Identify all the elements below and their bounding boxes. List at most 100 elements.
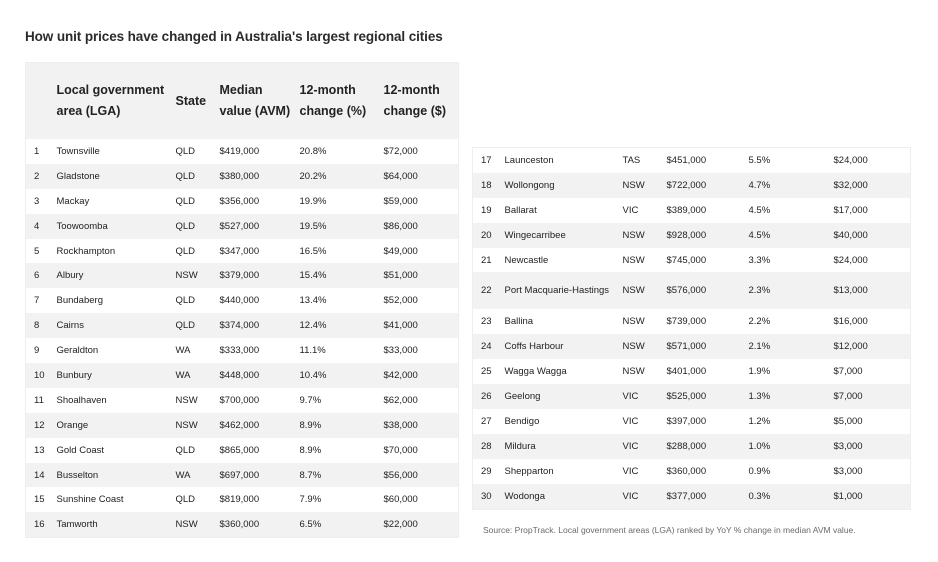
change-dollars-cell: $5,000	[825, 409, 911, 434]
change-dollars-cell: $60,000	[375, 487, 459, 513]
table-row: 5 Rockhampton QLD $347,000 16.5% $49,000	[25, 238, 459, 264]
median-value-cell: $389,000	[658, 197, 741, 223]
median-value-cell: $448,000	[211, 363, 292, 388]
change-pct-cell: 3.3%	[740, 247, 826, 273]
rankings-table-left: Local government area (LGA) State Median…	[25, 62, 459, 539]
change-pct-cell: 8.9%	[291, 437, 376, 463]
header-change-dollars: 12-month change ($)	[375, 62, 459, 139]
change-pct-cell: 20.2%	[291, 163, 376, 189]
state-cell: QLD	[167, 213, 212, 239]
change-pct-cell: 19.5%	[291, 213, 376, 239]
state-cell: QLD	[167, 238, 212, 264]
table-row: 1 Townsville QLD $419,000 20.8% $72,000	[25, 139, 459, 164]
change-pct-cell: 4.5%	[740, 222, 826, 248]
rank-cell: 6	[25, 263, 49, 289]
table-row: 8 Cairns QLD $374,000 12.4% $41,000	[25, 313, 459, 339]
median-value-cell: $401,000	[658, 359, 741, 385]
rank-cell: 2	[25, 163, 49, 189]
state-cell: QLD	[167, 288, 212, 314]
rank-cell: 11	[25, 387, 49, 413]
table-row: 16 Tamworth NSW $360,000 6.5% $22,000	[25, 512, 459, 538]
median-value-cell: $462,000	[211, 412, 292, 438]
state-cell: QLD	[167, 437, 212, 463]
lga-cell: Newcastle	[496, 247, 615, 273]
change-pct-cell: 1.9%	[740, 359, 826, 385]
change-dollars-cell: $16,000	[825, 309, 911, 335]
change-dollars-cell: $41,000	[375, 313, 459, 339]
lga-cell: Albury	[48, 263, 168, 289]
lga-cell: Geraldton	[48, 338, 168, 364]
rank-cell: 5	[25, 238, 49, 264]
lga-cell: Wingecarribee	[496, 222, 615, 248]
table-row: 30 Wodonga VIC $377,000 0.3% $1,000	[472, 483, 911, 510]
table-row: 18 Wollongong NSW $722,000 4.7% $32,000	[472, 172, 911, 198]
lga-cell: Geelong	[496, 384, 615, 410]
change-dollars-cell: $40,000	[825, 222, 911, 248]
change-dollars-cell: $1,000	[825, 483, 911, 510]
change-pct-cell: 9.7%	[291, 387, 376, 413]
table-row: 28 Mildura VIC $288,000 1.0% $3,000	[472, 433, 911, 459]
lga-cell: Cairns	[48, 313, 168, 339]
rank-cell: 18	[472, 172, 497, 198]
rank-cell: 10	[25, 363, 49, 388]
change-dollars-cell: $51,000	[375, 263, 459, 289]
rank-cell: 24	[472, 334, 497, 360]
table-row: 29 Shepparton VIC $360,000 0.9% $3,000	[472, 458, 911, 484]
change-dollars-cell: $13,000	[825, 272, 911, 310]
rank-cell: 22	[472, 272, 497, 310]
rank-cell: 20	[472, 222, 497, 248]
change-pct-cell: 6.5%	[291, 512, 376, 538]
rank-cell: 7	[25, 288, 49, 314]
change-pct-cell: 13.4%	[291, 288, 376, 314]
table-row: 15 Sunshine Coast QLD $819,000 7.9% $60,000	[25, 487, 459, 513]
state-cell: WA	[167, 338, 212, 364]
state-cell: QLD	[167, 487, 212, 513]
state-cell: NSW	[614, 334, 659, 360]
rank-cell: 13	[25, 437, 49, 463]
state-cell: NSW	[614, 247, 659, 273]
change-dollars-cell: $72,000	[375, 139, 459, 164]
rank-cell: 21	[472, 247, 497, 273]
median-value-cell: $700,000	[211, 387, 292, 413]
lga-cell: Orange	[48, 412, 168, 438]
table-header-row: Local government area (LGA) State Median…	[25, 62, 459, 139]
rank-cell: 26	[472, 384, 497, 410]
median-value-cell: $819,000	[211, 487, 292, 513]
median-value-cell: $377,000	[658, 483, 741, 510]
lga-cell: Bunbury	[48, 363, 168, 388]
change-pct-cell: 7.9%	[291, 487, 376, 513]
change-dollars-cell: $7,000	[825, 384, 911, 410]
lga-cell: Port Macquarie-Hastings	[496, 272, 615, 310]
lga-cell: Bundaberg	[48, 288, 168, 314]
rank-cell: 23	[472, 309, 497, 335]
change-pct-cell: 1.2%	[740, 409, 826, 434]
median-value-cell: $360,000	[211, 512, 292, 538]
change-dollars-cell: $33,000	[375, 338, 459, 364]
change-dollars-cell: $32,000	[825, 172, 911, 198]
state-cell: NSW	[614, 272, 659, 310]
median-value-cell: $722,000	[658, 172, 741, 198]
change-pct-cell: 20.8%	[291, 139, 376, 164]
table-row: 17 Launceston TAS $451,000 5.5% $24,000	[472, 147, 911, 173]
source-note: Source: PropTrack. Local government area…	[483, 525, 856, 535]
rank-cell: 3	[25, 188, 49, 214]
state-cell: VIC	[614, 433, 659, 459]
table-row: 21 Newcastle NSW $745,000 3.3% $24,000	[472, 247, 911, 273]
change-dollars-cell: $56,000	[375, 462, 459, 488]
header-change-pct: 12-month change (%)	[291, 62, 376, 139]
state-cell: QLD	[167, 139, 212, 164]
median-value-cell: $360,000	[658, 458, 741, 484]
rank-cell: 27	[472, 409, 497, 434]
median-value-cell: $379,000	[211, 263, 292, 289]
median-value-cell: $527,000	[211, 213, 292, 239]
state-cell: NSW	[614, 359, 659, 385]
rank-cell: 8	[25, 313, 49, 339]
change-pct-cell: 15.4%	[291, 263, 376, 289]
change-pct-cell: 10.4%	[291, 363, 376, 388]
change-dollars-cell: $24,000	[825, 147, 911, 173]
rank-cell: 16	[25, 512, 49, 538]
rank-cell: 9	[25, 338, 49, 364]
lga-cell: Mildura	[496, 433, 615, 459]
median-value-cell: $745,000	[658, 247, 741, 273]
lga-cell: Townsville	[48, 139, 168, 164]
